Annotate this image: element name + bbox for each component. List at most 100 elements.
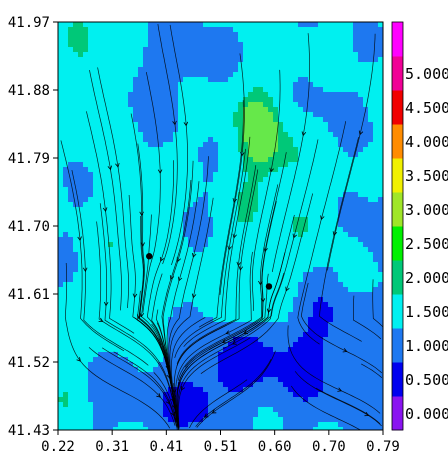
field-cell — [243, 72, 249, 78]
field-cell — [188, 327, 194, 333]
field-cell — [258, 97, 264, 103]
field-cell — [248, 252, 254, 258]
field-cell — [308, 362, 314, 368]
field-cell — [83, 232, 89, 238]
field-cell — [378, 377, 383, 383]
field-cell — [223, 57, 229, 63]
field-cell — [253, 322, 259, 328]
field-cell — [333, 292, 339, 298]
field-cell — [208, 67, 214, 73]
field-cell — [283, 132, 289, 138]
field-cell — [323, 257, 329, 263]
field-cell — [233, 282, 239, 288]
field-cell — [293, 232, 299, 238]
field-cell — [88, 352, 94, 358]
field-cell — [313, 47, 319, 53]
field-cell — [158, 252, 164, 258]
field-cell — [198, 72, 204, 78]
field-cell — [158, 357, 164, 363]
field-cell — [198, 332, 204, 338]
field-cell — [123, 102, 129, 108]
field-cell — [258, 297, 264, 303]
field-cell — [103, 327, 109, 333]
field-cell — [308, 57, 314, 63]
field-cell — [138, 27, 144, 33]
field-cell — [233, 372, 239, 378]
field-cell — [83, 22, 89, 28]
field-cell — [138, 107, 144, 113]
field-cell — [323, 127, 329, 133]
field-cell — [228, 162, 234, 168]
field-cell — [123, 22, 129, 28]
field-cell — [178, 172, 184, 178]
field-cell — [88, 342, 94, 348]
field-cell — [108, 237, 114, 243]
field-cell — [303, 122, 309, 128]
field-cell — [258, 182, 264, 188]
field-cell — [108, 397, 114, 403]
field-cell — [248, 102, 254, 108]
field-cell — [123, 307, 129, 313]
field-cell — [168, 172, 174, 178]
field-cell — [208, 382, 214, 388]
field-cell — [163, 267, 169, 273]
field-cell — [193, 272, 199, 278]
field-cell — [278, 227, 284, 233]
field-cell — [178, 137, 184, 143]
field-cell — [258, 252, 264, 258]
field-cell — [353, 347, 359, 353]
field-cell — [358, 312, 364, 318]
field-cell — [138, 142, 144, 148]
field-cell — [113, 127, 119, 133]
field-cell — [108, 312, 114, 318]
field-cell — [353, 242, 359, 248]
field-cell — [98, 182, 104, 188]
field-cell — [333, 82, 339, 88]
field-cell — [73, 272, 79, 278]
field-cell — [113, 187, 119, 193]
field-cell — [308, 172, 314, 178]
field-cell — [238, 222, 244, 228]
field-cell — [283, 227, 289, 233]
field-cell — [278, 197, 284, 203]
field-cell — [148, 347, 154, 353]
field-cell — [328, 27, 334, 33]
field-cell — [298, 37, 304, 43]
field-cell — [228, 347, 234, 353]
field-cell — [118, 382, 124, 388]
field-cell — [283, 87, 289, 93]
field-cell — [203, 207, 209, 213]
field-cell — [343, 322, 349, 328]
field-cell — [163, 237, 169, 243]
field-cell — [118, 292, 124, 298]
field-cell — [308, 167, 314, 173]
field-cell — [233, 202, 239, 208]
field-cell — [303, 87, 309, 93]
field-cell — [68, 162, 74, 168]
field-cell — [333, 112, 339, 118]
field-cell — [178, 147, 184, 153]
field-cell — [323, 307, 329, 313]
field-cell — [328, 327, 334, 333]
field-cell — [78, 397, 84, 403]
field-cell — [128, 37, 134, 43]
field-cell — [143, 167, 149, 173]
field-cell — [303, 182, 309, 188]
field-cell — [78, 152, 84, 158]
field-cell — [373, 282, 379, 288]
field-cell — [138, 287, 144, 293]
field-cell — [133, 307, 139, 313]
field-cell — [253, 172, 259, 178]
field-cell — [188, 57, 194, 63]
field-cell — [358, 92, 364, 98]
field-cell — [343, 392, 349, 398]
field-cell — [123, 162, 129, 168]
field-cell — [108, 92, 114, 98]
field-cell — [223, 277, 229, 283]
field-cell — [313, 157, 319, 163]
field-cell — [288, 392, 294, 398]
field-cell — [63, 347, 69, 353]
field-cell — [78, 252, 84, 258]
field-cell — [93, 372, 99, 378]
field-cell — [378, 127, 383, 133]
